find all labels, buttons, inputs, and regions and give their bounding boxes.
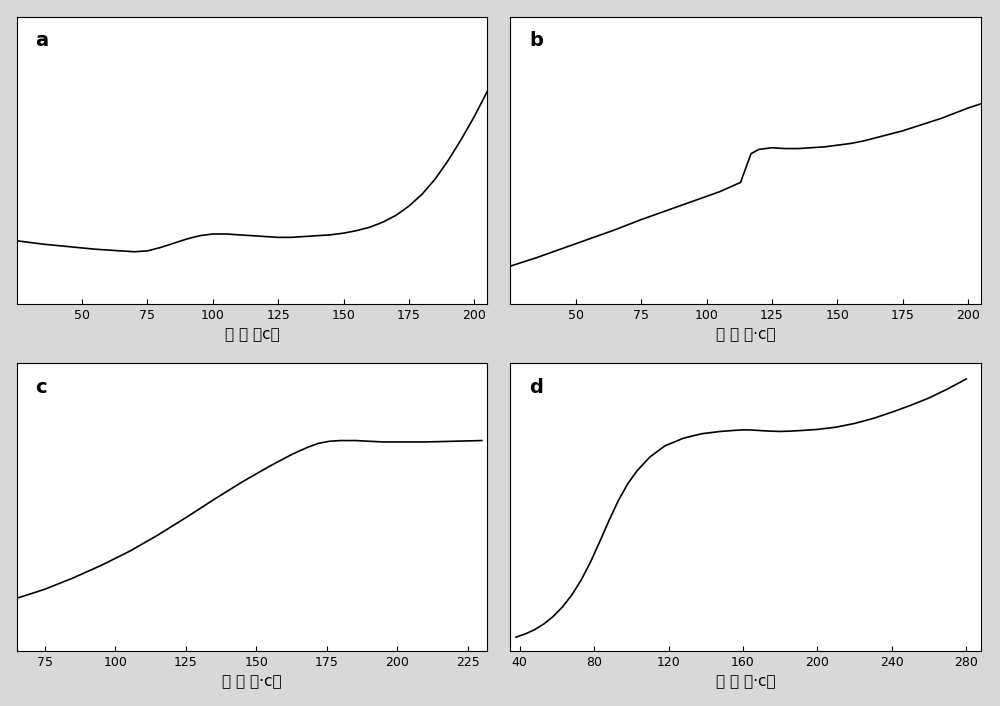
Text: d: d [529, 378, 543, 397]
X-axis label: 温 度 （·c）: 温 度 （·c） [222, 674, 282, 689]
Text: b: b [529, 31, 543, 50]
X-axis label: 温 度 （·c）: 温 度 （·c） [716, 328, 776, 342]
Text: a: a [35, 31, 49, 50]
Text: c: c [35, 378, 47, 397]
X-axis label: 温 度 （·c）: 温 度 （·c） [716, 674, 776, 689]
X-axis label: 温 度 （c）: 温 度 （c） [225, 328, 279, 342]
